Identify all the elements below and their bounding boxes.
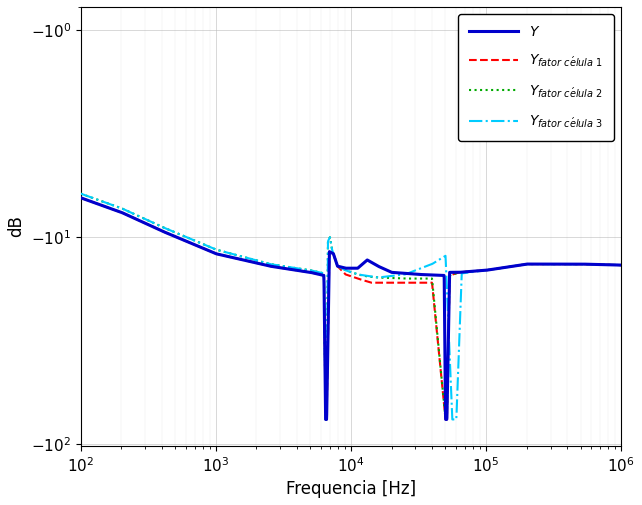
X-axis label: Frequencia [Hz]: Frequencia [Hz] — [286, 480, 416, 498]
Y-axis label: dB: dB — [7, 216, 25, 237]
Legend: $Y$, $Y_{\mathit{fator\ c\acute{e}lula\ 1}}$, $Y_{\mathit{fator\ c\acute{e}lula\: $Y$, $Y_{\mathit{fator\ c\acute{e}lula\ … — [458, 14, 614, 141]
